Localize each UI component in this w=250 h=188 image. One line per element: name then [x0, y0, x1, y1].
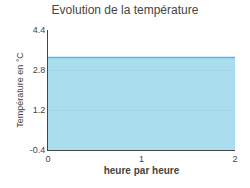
svg-text:1: 1 — [139, 154, 144, 164]
svg-text:2: 2 — [232, 154, 237, 164]
svg-text:4.4: 4.4 — [33, 25, 46, 35]
svg-text:0: 0 — [45, 154, 50, 164]
svg-text:-0.4: -0.4 — [30, 145, 46, 155]
svg-text:heure par heure: heure par heure — [104, 165, 180, 176]
svg-text:Evolution de la température: Evolution de la température — [52, 3, 199, 17]
svg-text:1.2: 1.2 — [33, 105, 46, 115]
svg-text:Température en °C: Température en °C — [15, 52, 25, 128]
svg-text:2.8: 2.8 — [33, 65, 46, 75]
